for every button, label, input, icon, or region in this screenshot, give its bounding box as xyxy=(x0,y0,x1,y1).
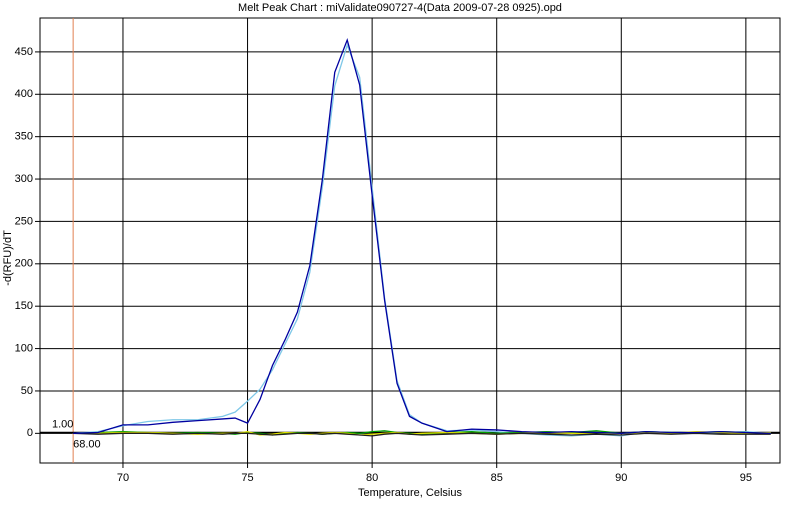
x-tick-label: 80 xyxy=(366,472,378,484)
y-tick-label: 0 xyxy=(27,427,33,439)
series-line xyxy=(73,43,771,437)
x-tick-label: 90 xyxy=(615,472,627,484)
series-line xyxy=(73,432,771,437)
x-tick-label: 70 xyxy=(117,472,129,484)
x-tick-label: 95 xyxy=(740,472,752,484)
y-tick-label: 400 xyxy=(15,88,33,100)
y-tick-label: 450 xyxy=(15,46,33,58)
series-line xyxy=(73,37,771,434)
y-tick-label: 50 xyxy=(21,385,33,397)
x-tick-label: 85 xyxy=(491,472,503,484)
x-axis-label: Temperature, Celsius xyxy=(358,487,462,499)
plot-area xyxy=(39,17,781,464)
y-tick-label: 300 xyxy=(15,173,33,185)
y-tick-label: 150 xyxy=(15,300,33,312)
y-tick-label: 100 xyxy=(15,342,33,354)
y-tick-label: 350 xyxy=(15,131,33,143)
threshold-y-label: 1.00 xyxy=(52,418,73,430)
y-axis-label: -d(RFU)/dT xyxy=(2,230,14,286)
x-tick-label: 75 xyxy=(241,472,253,484)
y-tick-label: 250 xyxy=(15,215,33,227)
chart-title: Melt Peak Chart : miValidate090727-4(Dat… xyxy=(238,2,562,14)
y-tick-label: 200 xyxy=(15,258,33,270)
threshold-x-label: 68.00 xyxy=(73,438,101,450)
